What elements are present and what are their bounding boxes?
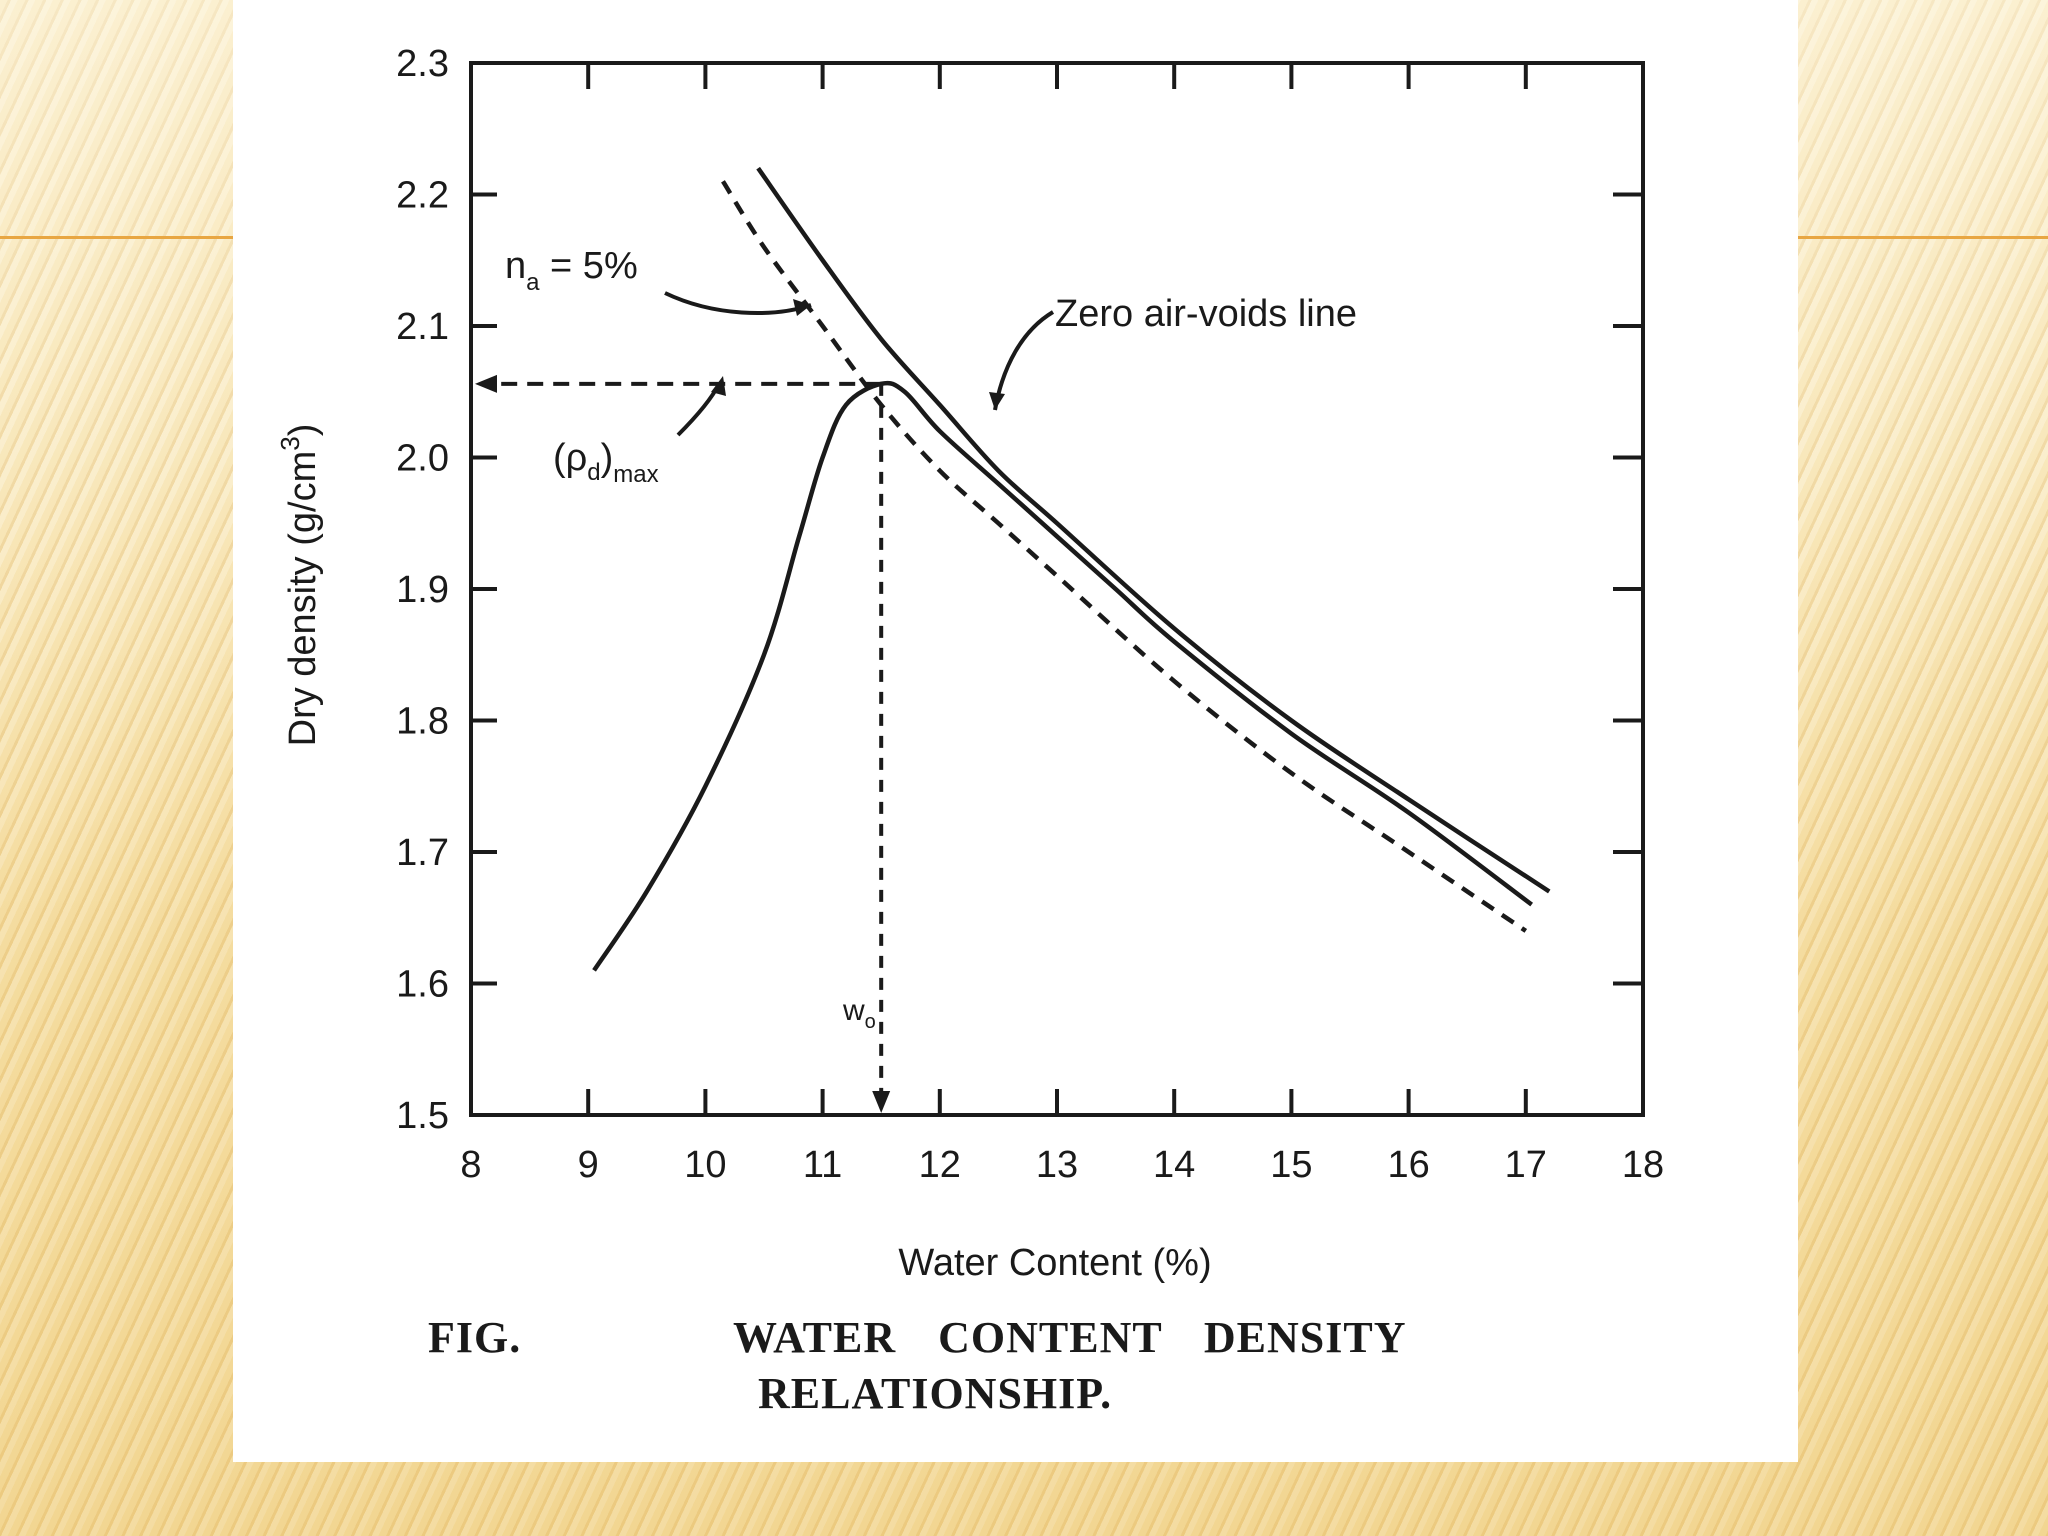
- y-tick-label: 2.2: [396, 175, 449, 217]
- x-tick-label: 18: [1622, 1144, 1664, 1186]
- accent-rule-right: [1798, 236, 2048, 239]
- x-tick-label: 9: [578, 1144, 599, 1186]
- accent-rule-left: [0, 236, 240, 239]
- y-axis-label-close: ): [282, 424, 324, 437]
- optimum-guides: [475, 374, 891, 1113]
- max-density-label: (ρd)max: [553, 437, 659, 488]
- pointer-arrowhead-zero-air: [989, 392, 1005, 410]
- tick-labels: 8 9 10 11 12 13 14 15 16 17 18 1.5 1.6 1.7 1.8 1.9 2.0 2.…: [396, 43, 1664, 1186]
- x-tick-label: 15: [1270, 1144, 1312, 1186]
- optimum-guide-arrowhead: [872, 1091, 891, 1113]
- axis-ticks: [469, 61, 1645, 1117]
- optimum-water-content-label: wo: [842, 994, 876, 1033]
- series-zero-air-voids-line: [756, 166, 1551, 894]
- x-tick-label: 8: [460, 1144, 481, 1186]
- y-tick-label: 1.9: [396, 569, 449, 611]
- y-tick-label: 1.6: [396, 964, 449, 1006]
- max-density-sub-d: d: [587, 459, 600, 486]
- y-tick-label: 2.1: [396, 306, 449, 348]
- series-group: [592, 166, 1551, 972]
- max-density-guide-arrowhead: [475, 374, 497, 393]
- y-tick-label: 2.3: [396, 43, 449, 85]
- series-five-percent-air-voids: [721, 180, 1528, 933]
- chart: 8 9 10 11 12 13 14 15 16 17 18 1.5 1.6 1.7 1.8 1.9 2.0 2.…: [275, 43, 1664, 1284]
- y-axis-label-main: Dry density (g/cm: [282, 451, 324, 747]
- series-label-zero-air-voids: Zero air-voids line: [1055, 293, 1357, 335]
- x-axis-label: Water Content (%): [898, 1242, 1211, 1284]
- x-tick-label: 10: [684, 1144, 726, 1186]
- annotations: Water Content (%) Dry density (g/cm3) Ze…: [275, 245, 1357, 1284]
- x-tick-label: 12: [919, 1144, 961, 1186]
- optimum-label-main: w: [842, 994, 865, 1027]
- na-label-subscript: a: [526, 269, 540, 296]
- optimum-label-subscript: o: [865, 1011, 876, 1033]
- y-tick-label: 1.5: [396, 1095, 449, 1137]
- x-tick-label: 16: [1387, 1144, 1429, 1186]
- max-density-open: (ρ: [553, 437, 587, 479]
- figure-panel: 8 9 10 11 12 13 14 15 16 17 18 1.5 1.6 1.7 1.8 1.9 2.0 2.…: [233, 0, 1798, 1462]
- pointer-arrow-na: [664, 291, 812, 316]
- caption-title-line1: WATER CONTENT DENSITY: [733, 1313, 1407, 1362]
- x-tick-label: 13: [1036, 1144, 1078, 1186]
- y-tick-label: 2.0: [396, 438, 449, 480]
- x-tick-label: 11: [803, 1144, 842, 1186]
- y-tick-label: 1.8: [396, 701, 449, 743]
- na-label-suffix: = 5%: [540, 245, 638, 287]
- max-density-close: ): [601, 437, 614, 479]
- plot-frame: [469, 61, 1645, 1117]
- na-label-main: n: [505, 245, 526, 287]
- series-label-five-percent-air: na = 5%: [505, 245, 638, 296]
- max-density-sub-max: max: [613, 461, 658, 488]
- y-axis-label: Dry density (g/cm3): [275, 424, 324, 747]
- y-tick-label: 1.7: [396, 832, 449, 874]
- x-tick-label: 17: [1505, 1144, 1547, 1186]
- pointer-arrowhead-max-density: [711, 376, 726, 396]
- pointer-arrowhead-na: [793, 299, 811, 316]
- caption-title-line2: RELATIONSHIP.: [758, 1369, 1113, 1418]
- caption-label: FIG.: [428, 1313, 522, 1362]
- y-axis-label-superscript: 3: [275, 436, 305, 450]
- series-compaction-curve: [592, 380, 1534, 972]
- x-tick-label: 14: [1153, 1144, 1195, 1186]
